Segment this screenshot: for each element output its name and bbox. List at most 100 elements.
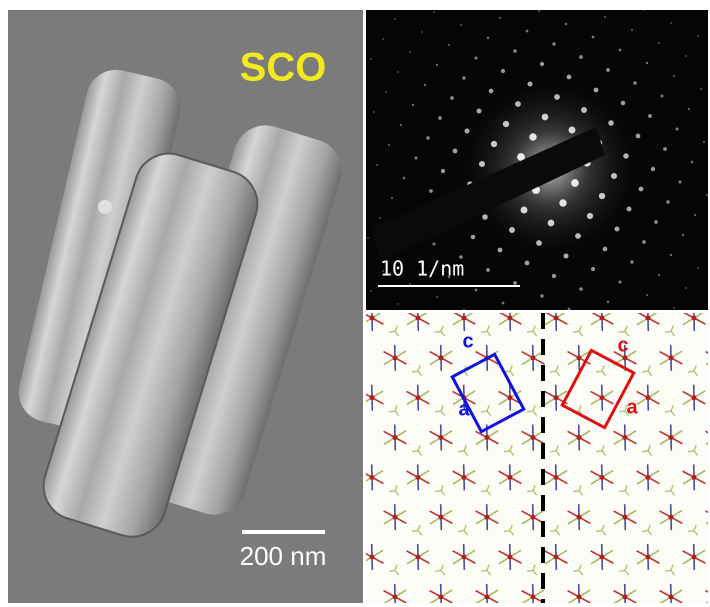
- atom: [415, 395, 421, 401]
- diffraction-spot: [385, 91, 387, 93]
- diffraction-spot: [486, 36, 490, 40]
- diffraction-spot: [593, 87, 599, 93]
- bond: [618, 569, 626, 572]
- atom: [438, 514, 444, 520]
- diffraction-spot: [690, 160, 694, 164]
- diffraction-spot: [394, 18, 396, 20]
- bond: [463, 530, 469, 536]
- bond: [532, 564, 536, 571]
- diffraction-spot: [563, 253, 569, 259]
- bond: [664, 569, 672, 572]
- cell-label: c: [462, 330, 473, 352]
- atom: [553, 474, 559, 480]
- atom: [691, 554, 697, 560]
- diffraction-spot: [685, 287, 687, 289]
- atom: [599, 554, 605, 560]
- atom: [553, 395, 559, 401]
- diffraction-spot: [635, 133, 641, 139]
- bond: [532, 325, 536, 332]
- diffraction-spot: [630, 260, 634, 264]
- bond: [440, 325, 444, 332]
- bond: [572, 569, 580, 572]
- lattice-star: [705, 430, 708, 445]
- bond: [532, 490, 538, 496]
- diffraction-spot: [620, 100, 626, 106]
- diffraction-spot: [460, 24, 462, 26]
- bond: [618, 410, 626, 413]
- bond: [440, 569, 446, 576]
- bond: [670, 410, 676, 417]
- bond: [578, 325, 582, 332]
- atom: [461, 554, 467, 560]
- diffraction-spot: [529, 133, 537, 141]
- diffraction-spot: [579, 55, 583, 59]
- diffraction-spot: [527, 81, 533, 87]
- atom: [599, 395, 605, 401]
- bond: [394, 569, 400, 576]
- lattice-star: [452, 544, 492, 576]
- bond: [394, 484, 398, 491]
- bond: [549, 450, 557, 453]
- lattice-star: [406, 313, 446, 337]
- bond: [417, 524, 421, 531]
- bond: [486, 484, 490, 491]
- bond: [555, 365, 559, 372]
- diffraction-spot: [409, 51, 411, 53]
- bond: [457, 529, 465, 533]
- bond: [601, 530, 607, 536]
- atom: [484, 594, 490, 600]
- lattice-star: [429, 583, 453, 603]
- diffraction-spot: [654, 220, 658, 224]
- diffraction-spot: [517, 153, 525, 161]
- bond: [705, 350, 708, 354]
- bond: [601, 370, 607, 377]
- lattice-star: [544, 464, 584, 496]
- bond: [503, 529, 511, 533]
- bond: [532, 330, 538, 337]
- cell-label: a: [458, 398, 470, 420]
- bond: [601, 524, 605, 531]
- bond: [618, 330, 626, 333]
- bond: [480, 489, 488, 493]
- bond: [641, 529, 649, 533]
- atom: [461, 474, 467, 480]
- atom: [622, 435, 628, 441]
- diffraction-spot: [540, 294, 544, 298]
- diffraction-spot: [397, 303, 399, 305]
- unit-cell: [560, 348, 636, 430]
- bond: [624, 325, 628, 332]
- beam-stop: [372, 127, 605, 262]
- diffraction-spot: [575, 233, 581, 239]
- diffraction-spot: [409, 283, 411, 285]
- atom: [622, 355, 628, 361]
- diffraction-spot: [706, 194, 708, 196]
- diffraction-spot: [373, 111, 375, 113]
- bond: [693, 445, 697, 452]
- lattice-star: [475, 504, 515, 536]
- diffraction-spot: [606, 68, 610, 72]
- atom: [507, 315, 513, 321]
- bond: [595, 529, 603, 533]
- bond: [486, 405, 490, 412]
- diffraction-panel: 10 1/nm: [366, 10, 708, 310]
- lattice-star: [383, 504, 423, 536]
- lattice-star: [498, 464, 538, 496]
- diffraction-spot: [633, 81, 637, 85]
- diffraction-spot: [429, 189, 433, 193]
- lattice-star: [429, 424, 469, 456]
- atom: [645, 474, 651, 480]
- atom: [369, 395, 375, 401]
- atom: [599, 474, 605, 480]
- lattice-star: [475, 583, 499, 603]
- bond: [434, 410, 442, 413]
- cell-label: a: [626, 396, 638, 418]
- atom: [507, 395, 513, 401]
- diffraction-spot: [482, 214, 488, 220]
- atom: [484, 435, 490, 441]
- lattice-star: [682, 384, 706, 411]
- atom: [530, 514, 536, 520]
- bond: [705, 362, 708, 366]
- lattice-star: [659, 344, 699, 377]
- bond: [670, 325, 674, 332]
- atom: [576, 355, 582, 361]
